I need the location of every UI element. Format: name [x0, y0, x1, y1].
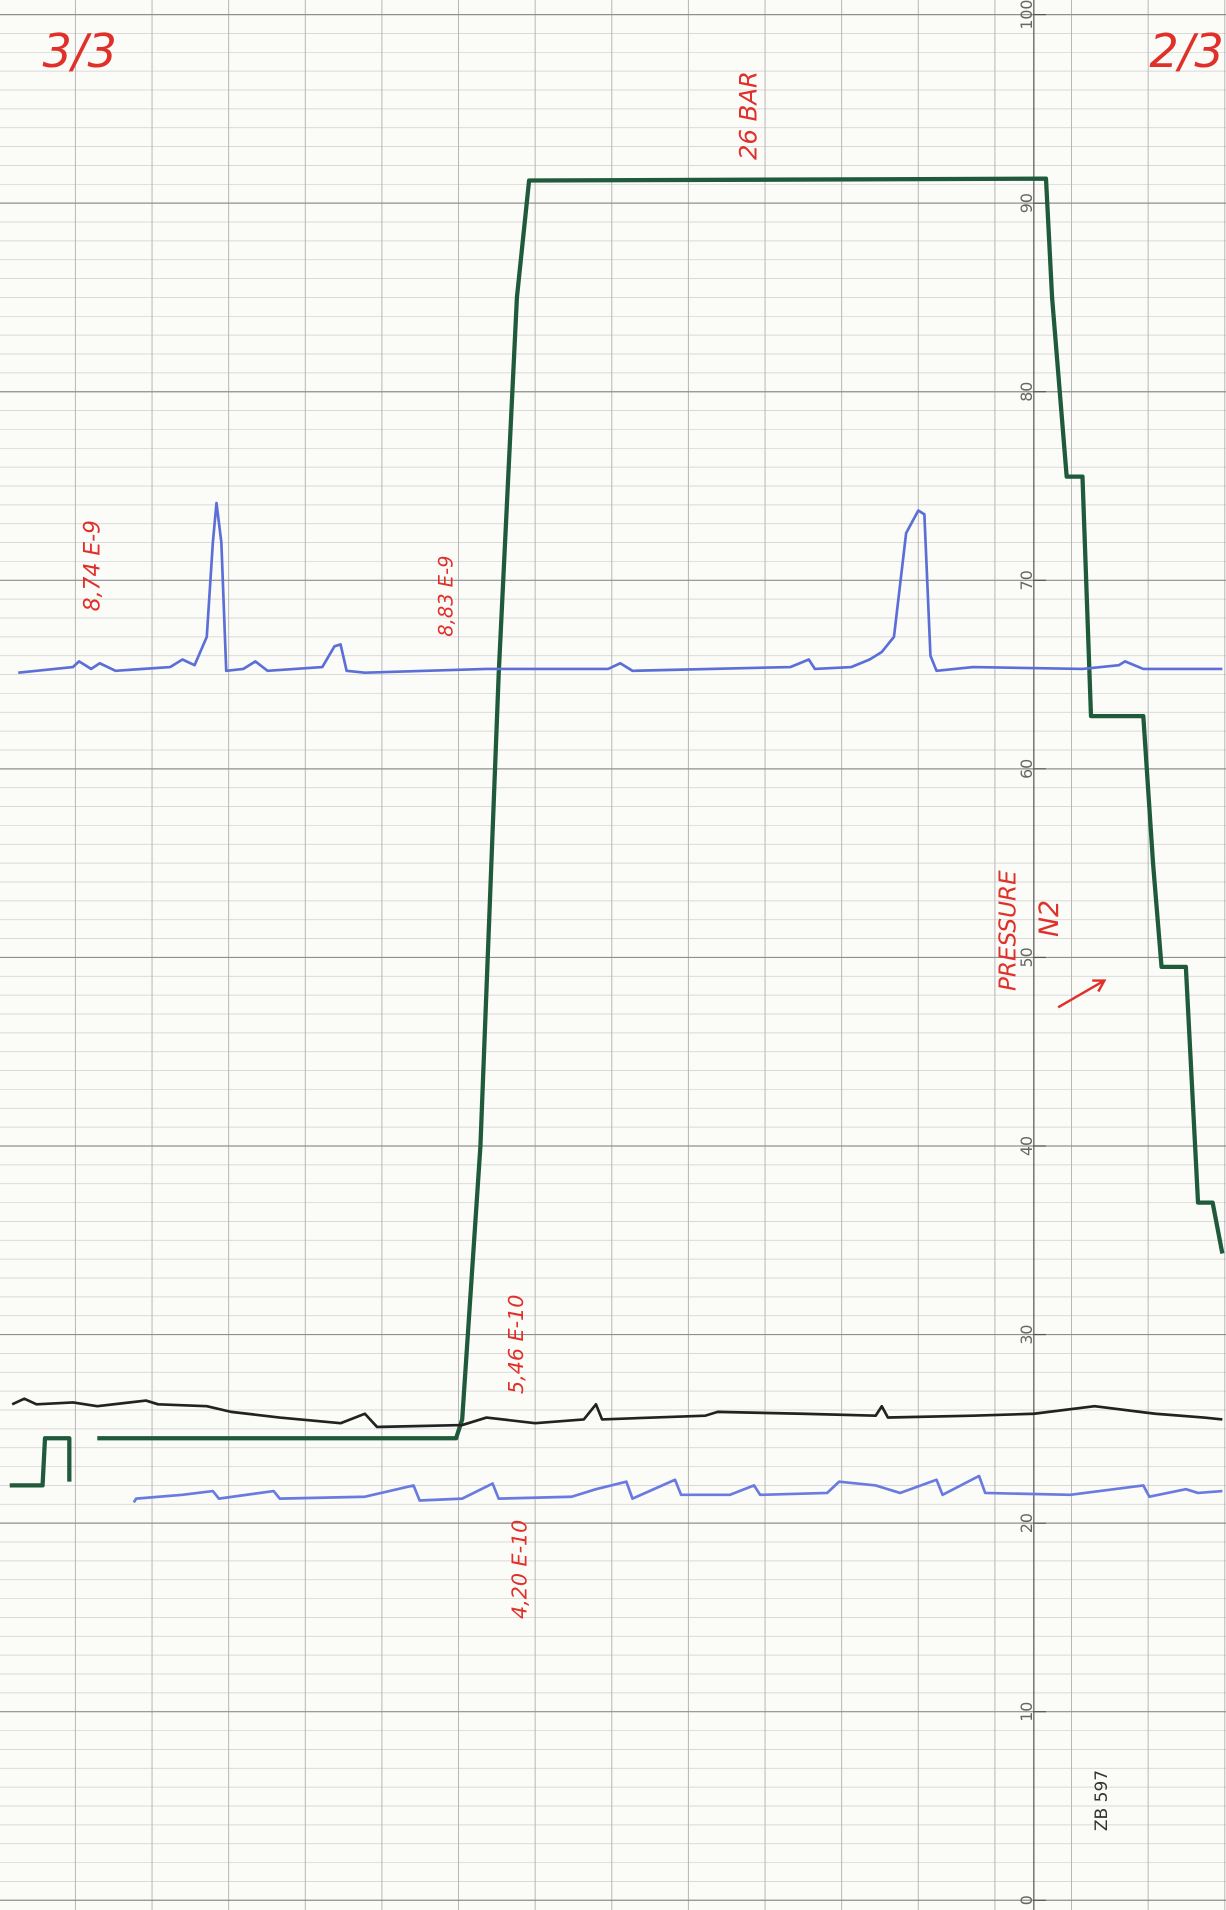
y-tick-label: 100: [1017, 0, 1036, 30]
annotation: 5,46 E-10: [504, 1295, 528, 1394]
y-tick-label: 80: [1017, 382, 1036, 402]
annotation: 4,20 E-10: [508, 1520, 532, 1619]
series-line: [18, 501, 1223, 675]
annotation: 2/3: [1149, 24, 1223, 78]
form-code: ZB 597: [1092, 1770, 1112, 1831]
y-tick-label: 90: [1017, 193, 1036, 213]
y-tick-label: 20: [1017, 1513, 1036, 1533]
series-line: [9, 1436, 72, 1488]
annotation: PRESSURE: [996, 870, 1022, 991]
y-tick-label: 70: [1017, 570, 1036, 590]
annotation: 3/3: [43, 24, 117, 78]
series-line: [132, 1474, 1223, 1504]
y-tick-label: 0: [1017, 1895, 1036, 1905]
y-tick-label: 30: [1017, 1325, 1036, 1345]
y-tick-label: 50: [1017, 947, 1036, 967]
y-tick-label: 40: [1017, 1136, 1036, 1156]
series-line: [11, 1397, 1223, 1429]
plot: [9, 176, 1225, 1504]
y-tick-label: 60: [1017, 759, 1036, 779]
series-line: [97, 176, 1225, 1441]
annotation: 8,74 E-9: [81, 520, 106, 611]
annotation: 8,83 E-9: [434, 556, 457, 637]
annotation: 26 BAR: [734, 71, 763, 160]
annotation: N2: [1034, 900, 1065, 937]
y-tick-label: 10: [1017, 1702, 1036, 1722]
arrow: [1057, 979, 1107, 1009]
